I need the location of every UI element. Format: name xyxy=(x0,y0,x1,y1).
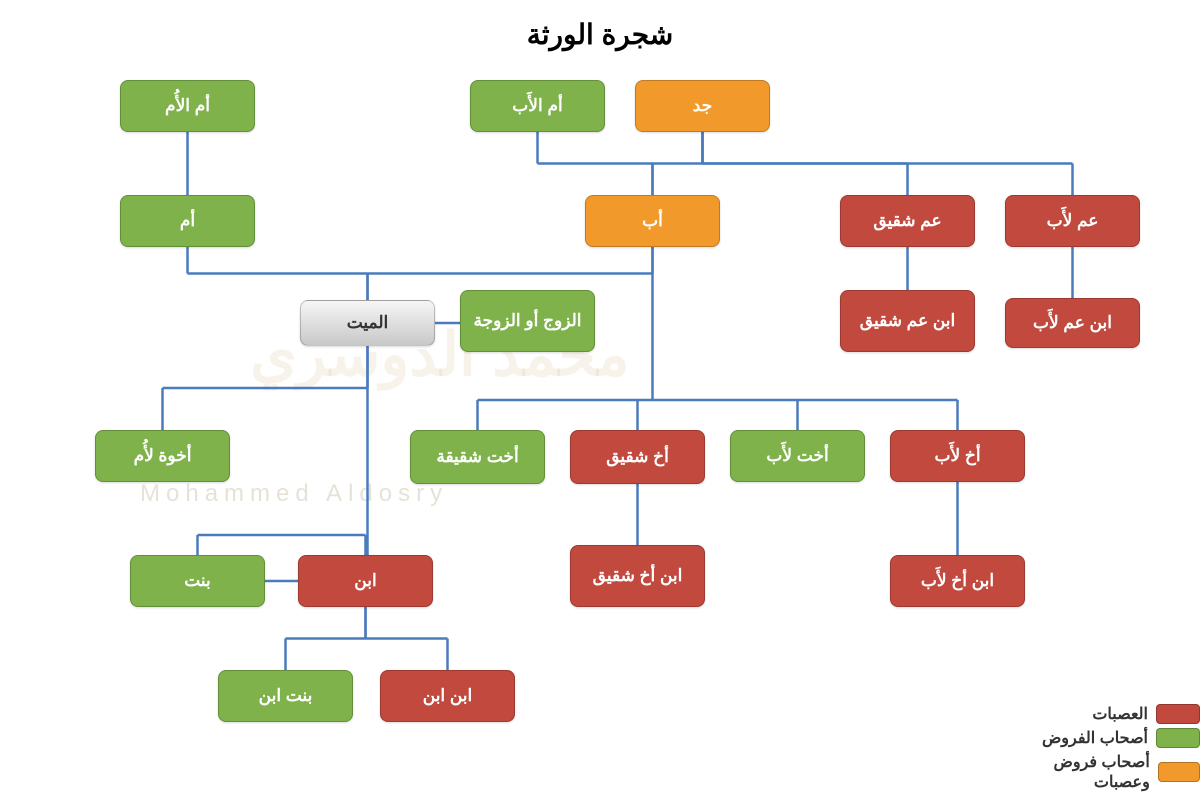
node-bint: بنت xyxy=(130,555,265,607)
node-ibn_amm_sh: ابن عم شقيق xyxy=(840,290,975,352)
node-amm_shaqiq: عم شقيق xyxy=(840,195,975,247)
node-ibn_akh_sh: ابن أخ شقيق xyxy=(570,545,705,607)
legend-row: العصبات xyxy=(1000,704,1200,724)
node-jadd: جد xyxy=(635,80,770,132)
node-ukht_liab: أخت لأَب xyxy=(730,430,865,482)
node-mayyit: الميت xyxy=(300,300,435,346)
node-zawj: الزوج أو الزوجة xyxy=(460,290,595,352)
node-akh_shaqiq: أخ شقيق xyxy=(570,430,705,484)
node-ibn_akh_ab: ابن أخ لأَب xyxy=(890,555,1025,607)
legend-row: أصحاب فروض وعصبات xyxy=(1000,752,1200,792)
node-bint_ibn: بنت ابن xyxy=(218,670,353,722)
diagram-title: شجرة الورثة xyxy=(0,18,1200,51)
legend-swatch xyxy=(1156,704,1200,724)
legend: العصبات أصحاب الفروض أصحاب فروض وعصبات xyxy=(1000,700,1200,792)
node-umm_ab: أم الأَب xyxy=(470,80,605,132)
diagram-canvas: شجرة الورثة محمد الدوسري Mohammed Aldosr… xyxy=(0,0,1200,800)
legend-label: أصحاب الفروض xyxy=(1042,728,1148,748)
legend-row: أصحاب الفروض xyxy=(1000,728,1200,748)
node-ab: أب xyxy=(585,195,720,247)
node-ibn: ابن xyxy=(298,555,433,607)
node-ukht_shaq: أخت شقيقة xyxy=(410,430,545,484)
legend-swatch xyxy=(1158,762,1200,782)
node-ibn_amm_ab: ابن عم لأَب xyxy=(1005,298,1140,348)
node-ikhwa_umm: أخوة لأُم xyxy=(95,430,230,482)
node-akh_liab: أخ لأَب xyxy=(890,430,1025,482)
legend-swatch xyxy=(1156,728,1200,748)
node-umm: أم xyxy=(120,195,255,247)
node-umm_umm: أم الأُم xyxy=(120,80,255,132)
watermark-en: Mohammed Aldosry xyxy=(140,480,448,508)
node-ibn_ibn: ابن ابن xyxy=(380,670,515,722)
node-amm_liab: عم لأَب xyxy=(1005,195,1140,247)
legend-label: أصحاب فروض وعصبات xyxy=(1000,752,1150,792)
legend-label: العصبات xyxy=(1092,704,1148,724)
